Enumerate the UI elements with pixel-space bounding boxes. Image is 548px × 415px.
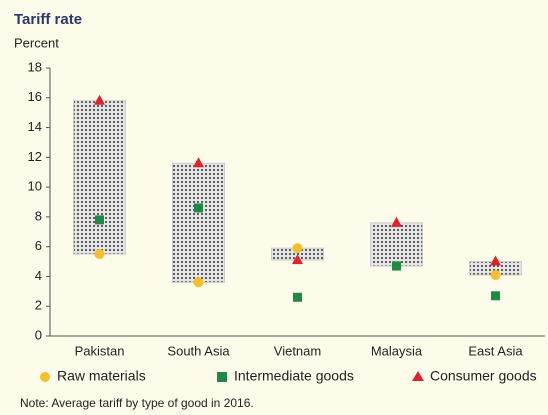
y-tick-label: 0: [35, 327, 42, 342]
range-box: [73, 100, 126, 255]
y-tick-label: 8: [35, 208, 42, 223]
legend-label: Intermediate goods: [234, 368, 354, 384]
y-tick-label: 12: [28, 149, 42, 164]
range-box: [370, 222, 423, 267]
x-tick-label: East Asia: [468, 343, 523, 358]
y-tick-label: 6: [35, 238, 42, 253]
intermediate-marker: [491, 291, 500, 301]
y-tick-label: 2: [35, 298, 42, 313]
legend-marker: [40, 372, 50, 382]
raw-marker: [94, 249, 105, 260]
consumer-marker: [391, 216, 402, 227]
consumer-marker: [490, 255, 501, 266]
x-tick-label: Malaysia: [371, 343, 423, 358]
chart-title: Tariff rate: [14, 11, 82, 28]
intermediate-marker: [95, 215, 104, 225]
consumer-marker: [193, 157, 204, 168]
legend-marker: [412, 371, 424, 381]
y-tick-label: 18: [28, 59, 42, 74]
x-tick-label: Pakistan: [75, 343, 125, 358]
intermediate-marker: [293, 292, 302, 302]
y-tick-label: 10: [28, 179, 42, 194]
x-tick-label: South Asia: [167, 343, 230, 358]
consumer-marker: [94, 94, 105, 105]
legend-marker: [217, 372, 227, 382]
x-tick-label: Vietnam: [274, 343, 321, 358]
range-box: [172, 162, 225, 283]
y-axis-label: Percent: [14, 35, 59, 50]
legend-label: Consumer goods: [430, 368, 537, 384]
intermediate-marker: [392, 261, 401, 271]
y-tick-label: 4: [35, 268, 42, 283]
intermediate-marker: [194, 203, 203, 213]
raw-marker: [193, 277, 204, 288]
y-tick-label: 16: [28, 89, 42, 104]
raw-marker: [490, 269, 501, 280]
legend-label: Raw materials: [57, 368, 146, 384]
raw-marker: [292, 243, 303, 254]
y-tick-label: 14: [28, 119, 42, 134]
consumer-marker: [292, 254, 303, 265]
note: Note: Average tariff by type of good in …: [20, 396, 254, 410]
